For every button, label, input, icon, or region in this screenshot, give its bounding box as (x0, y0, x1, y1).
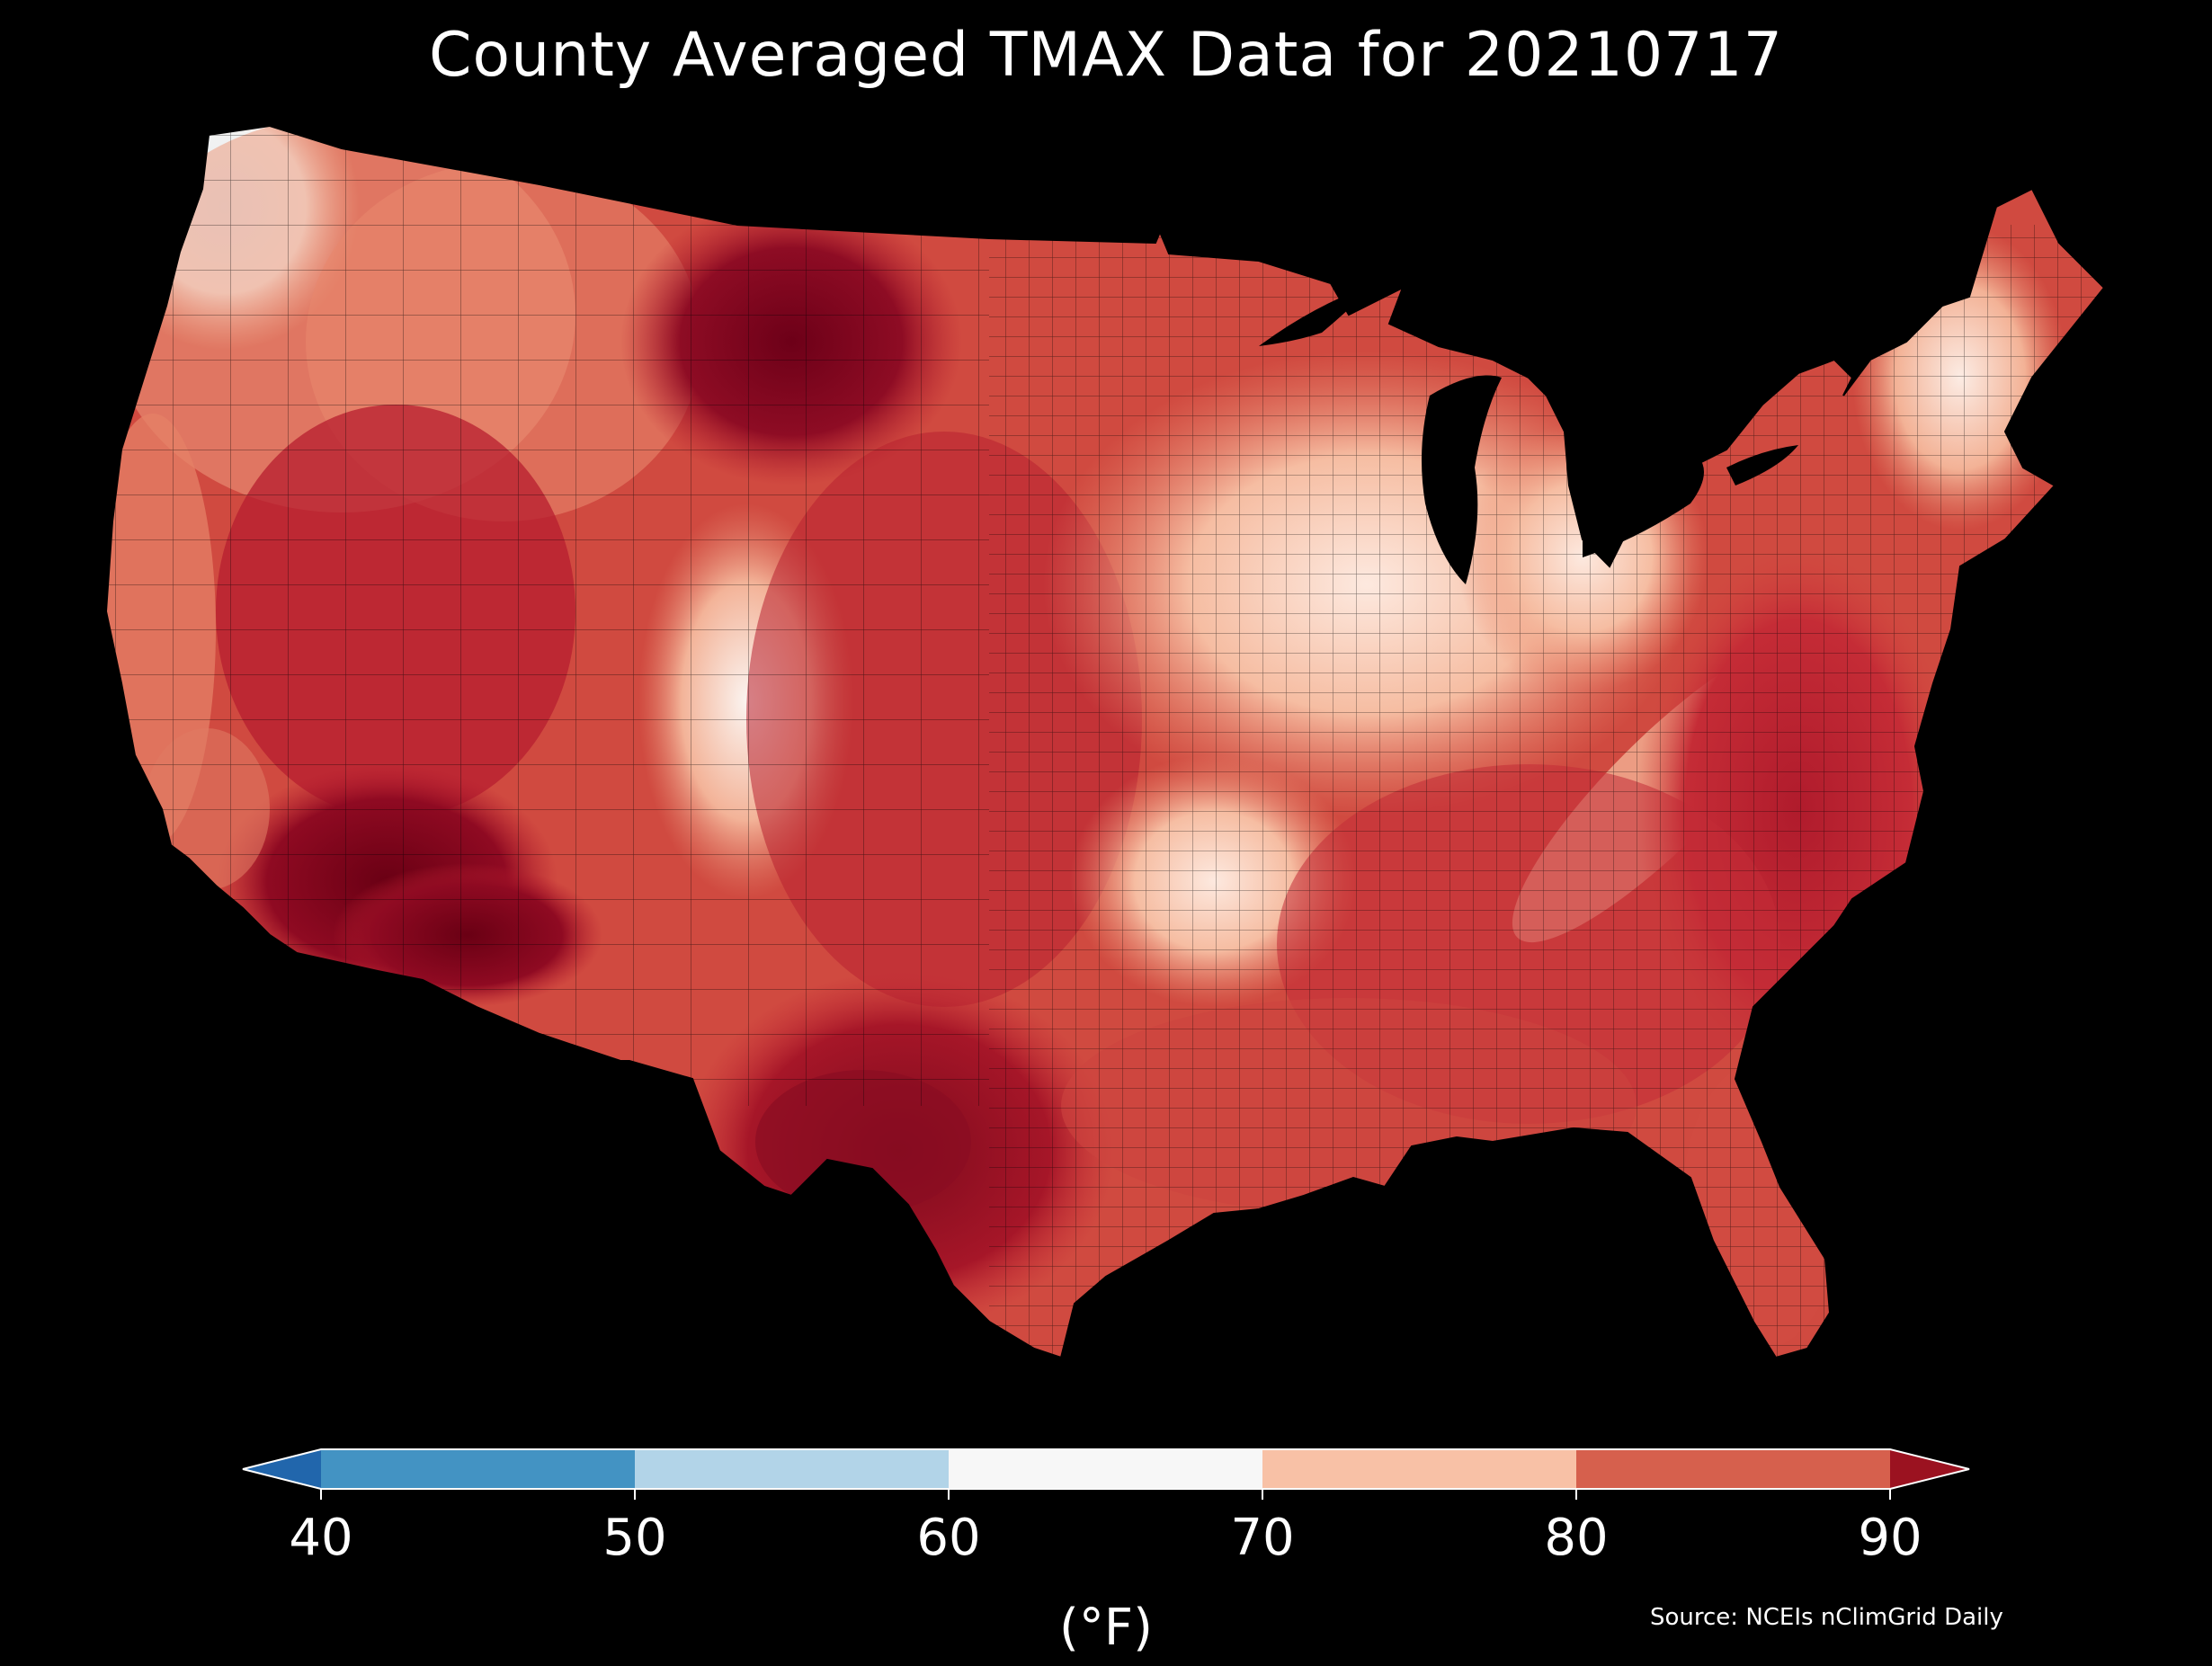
map-title: County Averaged TMAX Data for 20210717 (429, 20, 1783, 91)
colorbar-over-arrow (1890, 1449, 1969, 1489)
colorbar-segment-60-70 (949, 1449, 1262, 1489)
colorbar-tick-label: 40 (289, 1509, 353, 1567)
source-note: Source: NCEIs nClimGrid Daily (1650, 1604, 2003, 1631)
colorbar-under-arrow (243, 1449, 321, 1489)
colorbar-segment-80-90 (1576, 1449, 1890, 1489)
great-lakes (1259, 283, 1798, 584)
colorbar-segment-50-60 (635, 1449, 949, 1489)
colorbar-ticks (320, 1489, 1891, 1500)
colorbar-segment-70-80 (1262, 1449, 1576, 1489)
us-outline (104, 124, 2106, 1359)
colorbar-tick-label: 80 (1544, 1509, 1609, 1567)
colorbar-tick-label: 70 (1230, 1509, 1295, 1567)
colorbar-tick-label: 60 (916, 1509, 981, 1567)
colorbar-segment-40-50 (321, 1449, 635, 1489)
colorbar-unit-label: (°F) (1059, 1599, 1153, 1657)
colorbar-tick-label: 90 (1858, 1509, 1922, 1567)
colorbar-tick-label: 50 (602, 1509, 667, 1567)
